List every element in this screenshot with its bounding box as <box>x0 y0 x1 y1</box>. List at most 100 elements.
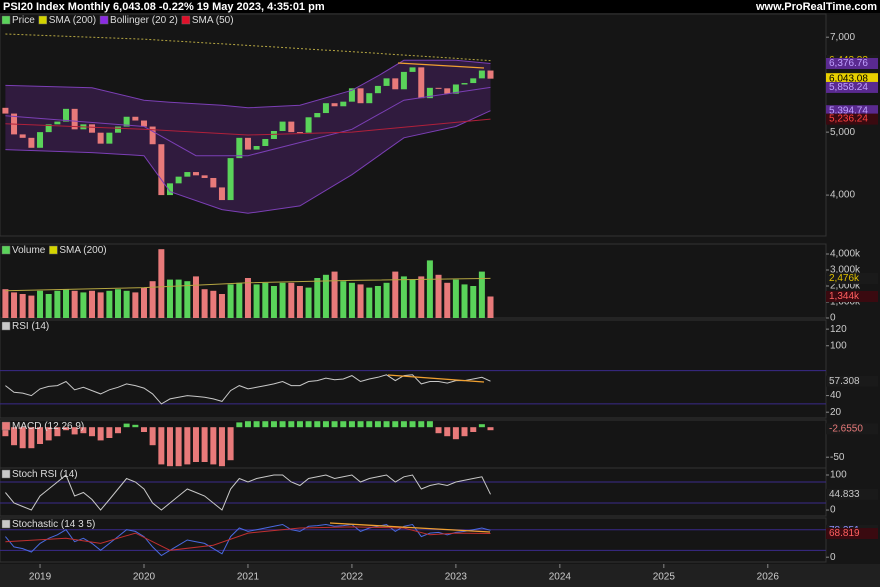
value-badge-label: 2,476k <box>829 273 860 284</box>
value-badge <box>826 375 878 387</box>
bar <box>366 287 373 318</box>
bar <box>201 289 208 318</box>
legend-label: RSI (14) <box>12 321 49 332</box>
candle <box>2 107 9 114</box>
y-tick-label: 40 <box>830 390 842 401</box>
candle <box>418 67 425 99</box>
bar <box>366 421 373 428</box>
bar <box>314 421 321 428</box>
bar <box>461 284 468 318</box>
bar <box>132 424 139 428</box>
time-axis-strip <box>0 564 880 587</box>
candle <box>192 172 199 176</box>
bar <box>236 422 243 428</box>
bar <box>400 276 407 318</box>
legend-swatch <box>1 15 11 25</box>
bar <box>444 427 451 437</box>
bar <box>11 427 18 446</box>
bar <box>218 294 225 318</box>
bar <box>19 427 26 449</box>
candle <box>97 132 104 144</box>
bar <box>2 427 9 437</box>
bar <box>28 427 35 449</box>
bar <box>409 279 416 318</box>
x-tick-label: 2021 <box>237 572 260 583</box>
panel <box>0 13 827 237</box>
candle <box>244 137 251 150</box>
candle <box>140 120 147 127</box>
x-tick-label: 2024 <box>549 572 572 583</box>
bar <box>348 282 355 318</box>
legend-swatch <box>1 245 11 255</box>
bar <box>288 421 295 428</box>
bar <box>435 427 442 434</box>
bar <box>184 427 191 465</box>
bar <box>270 421 277 428</box>
value-badge-label: 1,344k <box>829 291 860 302</box>
bar <box>348 421 355 428</box>
bar <box>435 274 442 318</box>
y-tick-label: 0 <box>830 505 836 516</box>
legend-label: Volume <box>12 245 46 256</box>
candle <box>166 183 173 196</box>
overlay-line <box>5 59 491 109</box>
overlay-line <box>5 110 491 214</box>
bar <box>262 421 269 428</box>
candle <box>305 117 312 133</box>
bar <box>2 289 9 318</box>
bar <box>253 284 260 318</box>
bar <box>227 284 234 318</box>
bar <box>210 290 217 318</box>
bar <box>80 292 87 318</box>
bar <box>71 290 78 318</box>
candle <box>45 124 52 133</box>
value-badge-label: 57.308 <box>829 376 860 387</box>
legend-label: MACD (12 26 9) <box>12 421 84 432</box>
bar <box>288 282 295 318</box>
bar <box>218 427 225 467</box>
bar <box>166 427 173 467</box>
bar <box>262 282 269 318</box>
bar <box>37 290 44 318</box>
legend-swatch <box>1 421 11 431</box>
candle <box>106 132 113 144</box>
candle <box>296 132 303 134</box>
bar <box>106 427 113 438</box>
bar <box>158 249 165 318</box>
candle <box>262 138 269 147</box>
bar <box>166 279 173 318</box>
bar <box>452 279 459 318</box>
bar <box>89 290 96 318</box>
value-badge <box>826 423 878 435</box>
candle <box>322 103 329 114</box>
panels: 4,0005,0007,0006,443.836,376.766,043.085… <box>0 13 878 583</box>
bar <box>97 427 104 441</box>
bar <box>426 421 433 428</box>
value-badge <box>826 105 878 117</box>
bar <box>374 421 381 428</box>
bar <box>418 276 425 318</box>
bar <box>115 289 121 318</box>
candle <box>54 121 61 125</box>
bar <box>132 292 139 318</box>
bar <box>227 427 234 461</box>
bar <box>80 427 87 434</box>
panel <box>0 419 827 469</box>
bar <box>340 281 347 318</box>
candle <box>115 126 121 133</box>
bar <box>305 421 312 428</box>
legend-label: Bollinger (20 2) <box>110 15 178 26</box>
candle <box>63 108 70 122</box>
value-badge <box>826 290 878 302</box>
candle <box>366 93 373 104</box>
bar <box>305 287 312 318</box>
legend-swatch <box>181 15 191 25</box>
bar <box>28 295 35 318</box>
candle <box>28 137 35 148</box>
y-tick-label: 0 <box>830 552 836 563</box>
legend-swatch <box>1 519 11 529</box>
candle <box>201 175 208 178</box>
bar <box>400 421 407 428</box>
y-tick-label: 1,000k <box>830 297 861 308</box>
